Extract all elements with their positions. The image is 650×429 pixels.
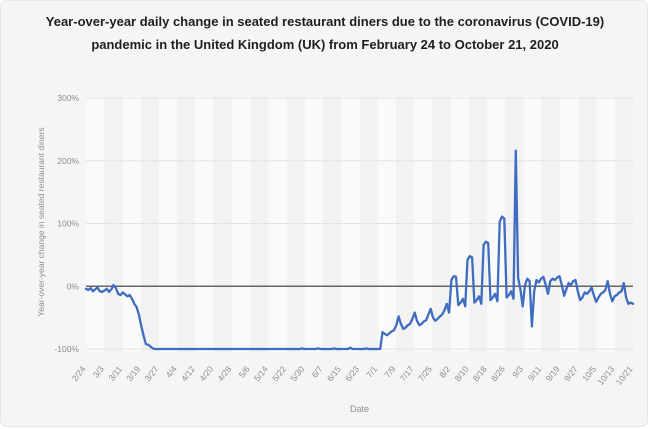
x-tick-label: 7/9 xyxy=(382,364,397,380)
x-axis-label: Date xyxy=(349,404,369,414)
y-tick-label: 200% xyxy=(57,156,79,166)
x-tick-label: 7/17 xyxy=(398,364,416,383)
y-tick-label: 300% xyxy=(57,93,79,103)
x-tick-label: 8/26 xyxy=(489,364,507,383)
x-tick-label: 10/21 xyxy=(614,364,635,387)
x-tick-label: 5/6 xyxy=(237,364,252,380)
x-tick-label: 2/24 xyxy=(70,364,88,383)
x-tick-label: 3/27 xyxy=(142,364,160,383)
x-tick-label: 8/18 xyxy=(471,364,489,383)
x-tick-label: 9/27 xyxy=(562,364,580,383)
x-tick-label: 6/7 xyxy=(309,364,324,380)
x-tick-label: 3/11 xyxy=(106,364,124,383)
x-tick-label: 9/3 xyxy=(510,364,525,380)
x-tick-label: 6/23 xyxy=(343,364,361,383)
x-tick-label: 5/30 xyxy=(288,364,306,383)
y-tick-label: 0% xyxy=(67,281,80,291)
x-tick-label: 9/11 xyxy=(526,364,544,383)
x-tick-label: 4/20 xyxy=(197,364,215,383)
x-tick-label: 3/19 xyxy=(124,364,142,383)
x-tick-label: 4/12 xyxy=(179,364,197,383)
x-tick-label: 3/3 xyxy=(91,364,106,380)
x-tick-label: 4/4 xyxy=(164,364,179,380)
x-tick-label: 9/19 xyxy=(544,364,562,383)
x-tick-label: 8/10 xyxy=(452,364,470,383)
x-tick-label: 6/15 xyxy=(325,364,343,383)
x-tick-label: 4/28 xyxy=(215,364,233,383)
x-tick-label: 7/1 xyxy=(364,364,379,380)
y-tick-label: 100% xyxy=(57,219,79,229)
x-tick-label: 7/25 xyxy=(416,364,434,383)
y-tick-label: -100% xyxy=(54,344,79,354)
x-tick-label: 8/2 xyxy=(437,364,452,380)
x-tick-label: 10/13 xyxy=(595,364,616,387)
x-tick-label: 5/22 xyxy=(270,364,288,383)
chart-title: Year-over-year daily change in seated re… xyxy=(45,14,605,52)
x-tick-label: 5/14 xyxy=(252,364,270,383)
data-line xyxy=(84,149,635,351)
